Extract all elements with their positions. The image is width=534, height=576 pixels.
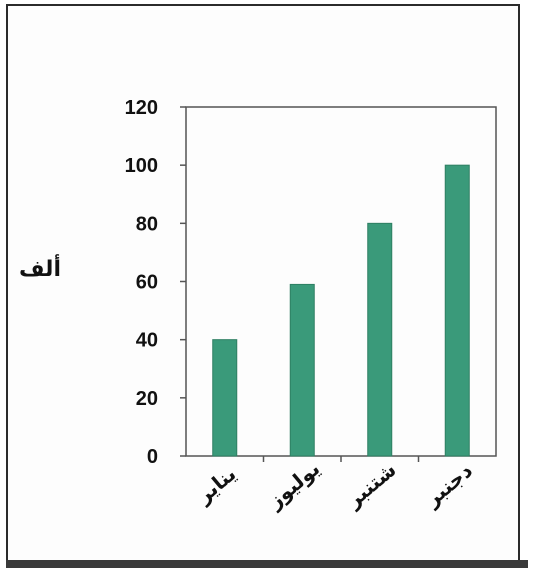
bar (444, 164, 470, 457)
y-tick-label: 60 (136, 272, 158, 294)
y-tick-label: 80 (136, 213, 158, 235)
bar (212, 339, 238, 457)
y-tick-label: 0 (147, 446, 158, 468)
frame-shadow (6, 560, 528, 568)
x-category-label: شتنبر (341, 457, 401, 512)
x-category-label: يوليوز (262, 456, 324, 513)
y-tick-label: 20 (136, 388, 158, 410)
x-category-label: يناير (191, 462, 240, 509)
x-category-label: دجنبر (420, 458, 477, 511)
y-axis-title: ألف (19, 253, 61, 282)
y-tick-label: 120 (125, 97, 158, 119)
chart-frame (6, 4, 520, 562)
y-axis-ticks: 0 20 40 60 80 100 120 (125, 97, 186, 468)
bars-group (212, 164, 470, 457)
y-tick-label: 100 (125, 155, 158, 177)
y-tick-label: 40 (136, 330, 158, 352)
x-axis-labels: يناير يوليوز شتنبر دجنبر (191, 456, 477, 514)
bar (367, 222, 393, 457)
bar (289, 283, 315, 457)
